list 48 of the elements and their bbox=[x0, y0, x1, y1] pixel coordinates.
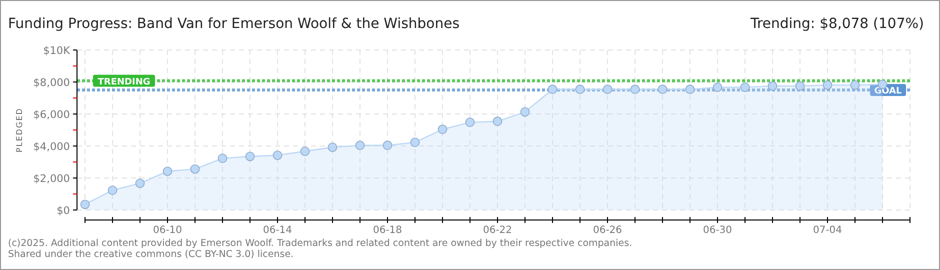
point bbox=[355, 140, 365, 150]
y-tick-label: $4,000 bbox=[33, 141, 70, 153]
x-tick-label: 06-10 bbox=[152, 225, 182, 236]
x-tick-label: 06-14 bbox=[262, 225, 292, 236]
point bbox=[658, 84, 668, 94]
point bbox=[548, 84, 558, 94]
point bbox=[218, 154, 228, 164]
point bbox=[822, 80, 832, 90]
point bbox=[712, 82, 722, 92]
y-axis-title: PLEDGED bbox=[15, 108, 24, 152]
ref-line-label: TRENDING bbox=[98, 77, 150, 88]
x-tick-label: 06-22 bbox=[482, 225, 512, 236]
point bbox=[768, 81, 778, 91]
x-tick-label: 06-26 bbox=[592, 225, 622, 236]
point bbox=[850, 80, 860, 90]
point bbox=[300, 146, 310, 156]
point bbox=[108, 186, 118, 196]
point bbox=[575, 84, 585, 94]
point bbox=[740, 82, 750, 92]
point bbox=[80, 200, 90, 210]
point bbox=[190, 164, 200, 174]
y-tick-label: $2,000 bbox=[33, 173, 70, 185]
point bbox=[520, 107, 530, 117]
x-tick-label: 06-30 bbox=[702, 225, 732, 236]
point bbox=[602, 84, 612, 94]
point bbox=[685, 84, 695, 94]
point bbox=[328, 142, 338, 152]
text: Shared under the creative commons (CC BY-NC 3.0) license. bbox=[8, 249, 294, 260]
point bbox=[492, 116, 502, 126]
y-tick-label: $10K bbox=[43, 45, 72, 57]
point bbox=[630, 84, 640, 94]
point bbox=[438, 124, 448, 134]
x-tick-label: 06-18 bbox=[372, 225, 402, 236]
point bbox=[382, 140, 392, 150]
y-tick-label: $0 bbox=[56, 205, 70, 217]
point bbox=[272, 150, 282, 160]
point bbox=[245, 152, 255, 162]
chart-title: Funding Progress: Band Van for Emerson Woolf & the Wishbones bbox=[8, 16, 460, 32]
text: (c)2025. Additional content provided by Emerson Woolf. Trademarks and related content are owned by their respective companies. bbox=[8, 238, 632, 249]
y-tick-label: $8,000 bbox=[33, 77, 70, 89]
x-tick-label: 07-04 bbox=[812, 225, 842, 236]
chart-subtitle: Trending: $8,078 (107%) bbox=[749, 16, 924, 32]
point bbox=[162, 166, 172, 176]
point bbox=[465, 118, 475, 128]
point bbox=[135, 178, 145, 188]
y-tick-label: $6,000 bbox=[33, 109, 70, 121]
point bbox=[795, 81, 805, 91]
point bbox=[410, 138, 420, 148]
